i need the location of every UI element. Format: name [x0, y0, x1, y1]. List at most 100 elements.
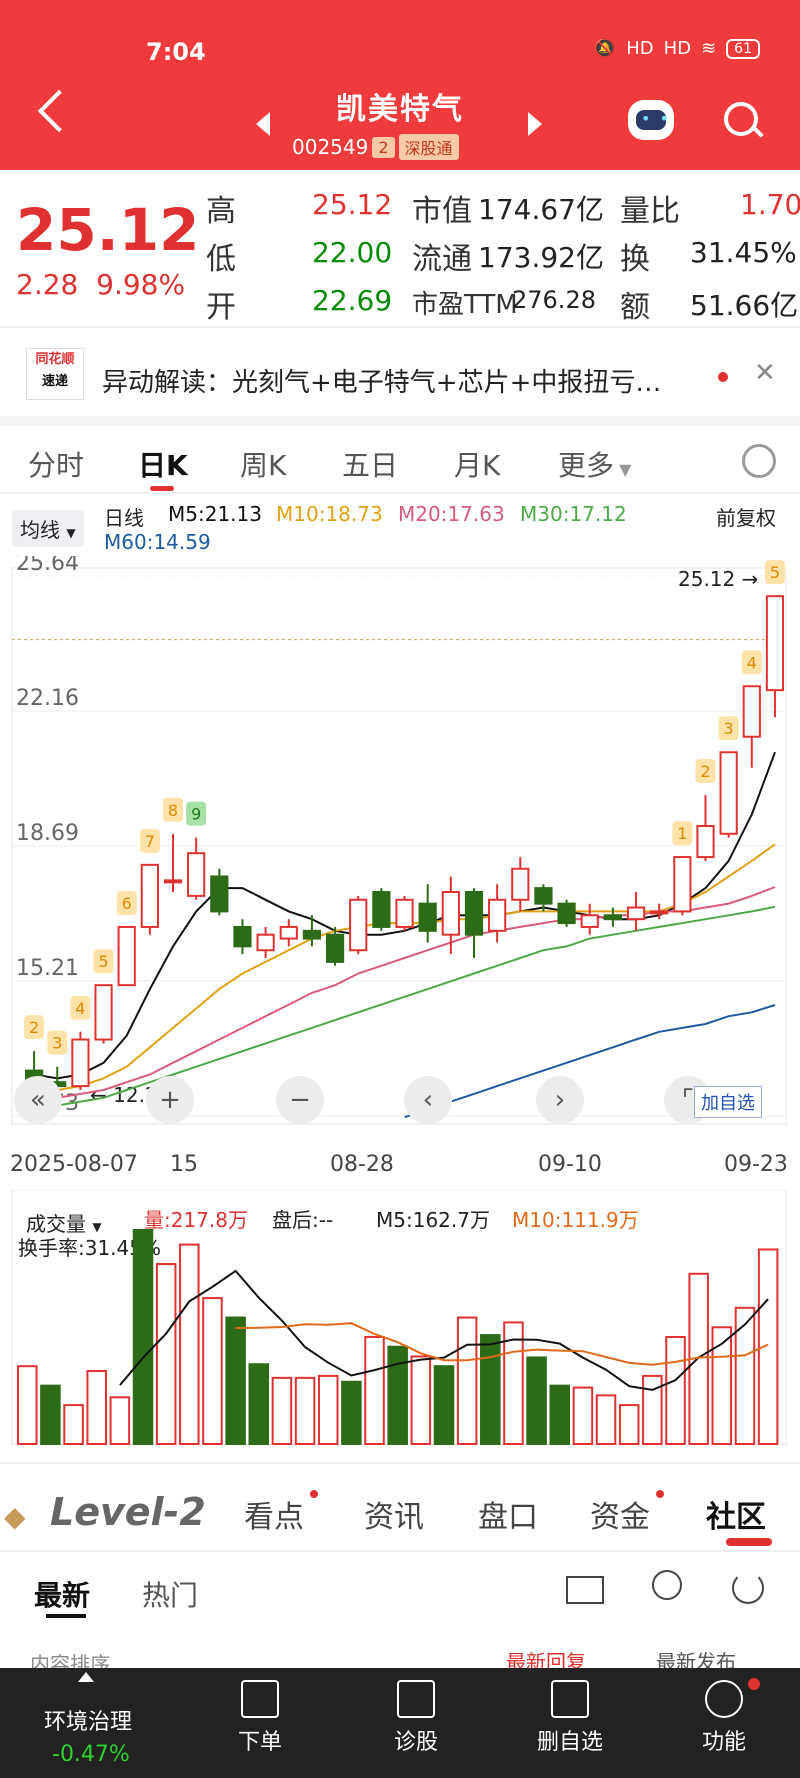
index-name[interactable]: 环境治理 — [44, 1710, 133, 1735]
signal-badge-bg — [116, 890, 137, 915]
signal-badge-label: 8 — [168, 801, 178, 820]
label-open: 开 — [206, 290, 236, 325]
next-icon[interactable]: › — [536, 1076, 584, 1124]
assistant-robot-icon[interactable] — [628, 100, 674, 140]
volume-bar — [364, 1336, 385, 1445]
prev-icon[interactable]: ‹ — [404, 1076, 452, 1124]
indicator-selector-label: 均线 — [20, 518, 60, 542]
candle — [395, 898, 414, 928]
signal-badge[interactable]: 4 — [70, 995, 91, 1020]
signal-badge[interactable]: 3 — [718, 716, 739, 741]
tab-weekly-k[interactable]: 周K — [240, 449, 287, 482]
value-pe: 276.28 — [512, 286, 596, 314]
label-pe: 市盈TTM — [412, 290, 518, 320]
mute-icon: 🔕 — [593, 38, 617, 59]
y-tick-label: 22.16 — [16, 686, 79, 711]
label-high: 高 — [206, 194, 236, 229]
expand-up-icon[interactable] — [78, 1672, 94, 1682]
x-tick-label: 09-23 — [724, 1152, 788, 1177]
last-price: 25.12 — [16, 196, 200, 264]
value-open: 22.69 — [312, 284, 393, 317]
volume-ma10: M10:111.9万 — [512, 1208, 639, 1232]
volume-bar — [63, 1404, 84, 1446]
x-tick-label: 2025-08-07 — [10, 1152, 138, 1177]
divider — [0, 1550, 800, 1552]
candle — [464, 891, 484, 936]
status-time: 7:04 — [146, 38, 206, 66]
signal-badge[interactable]: 4 — [741, 650, 762, 675]
nav-functions[interactable]: 功能 — [664, 1680, 784, 1756]
label-turnover: 换 — [620, 242, 650, 277]
x-tick-label: 08-28 — [330, 1152, 394, 1177]
nav-functions-label: 功能 — [701, 1730, 746, 1755]
next-stock-icon[interactable] — [528, 112, 542, 136]
unread-dot — [748, 1678, 760, 1690]
signal-badge[interactable]: 3 — [47, 1030, 68, 1055]
candle — [325, 933, 345, 963]
signal-badge[interactable]: 8 — [163, 797, 184, 822]
divider — [0, 326, 800, 328]
active-tab-indicator — [726, 1538, 772, 1546]
zoom-out-icon[interactable]: − — [276, 1076, 324, 1124]
nav-diagnose[interactable]: 诊股 — [356, 1680, 476, 1756]
volume-selector-label: 成交量 — [26, 1212, 86, 1236]
tab-news[interactable]: 资讯 — [364, 1500, 424, 1535]
candle — [233, 925, 252, 948]
tab-highlights[interactable]: 看点 — [244, 1500, 304, 1535]
volume-bar — [86, 1370, 107, 1445]
signal-badge-label: 3 — [52, 1034, 62, 1053]
tab-community[interactable]: 社区 — [706, 1500, 766, 1535]
nav-remove-watch[interactable]: 删自选 — [510, 1680, 630, 1756]
candle — [117, 925, 136, 987]
volume-selector[interactable]: 成交量 ▼ — [18, 1204, 110, 1241]
tab-fund-flow[interactable]: 资金 — [590, 1500, 650, 1535]
remove-watch-icon — [551, 1680, 589, 1718]
candle — [534, 887, 553, 905]
signal-badge[interactable]: 9 — [186, 801, 207, 826]
signal-badge-label: 2 — [700, 762, 710, 781]
candle — [603, 914, 622, 921]
signal-badge[interactable]: 5 — [93, 949, 114, 974]
signal-badge-label: 3 — [724, 719, 734, 738]
tab-daily-k[interactable]: 日K — [138, 449, 188, 482]
divider — [0, 416, 800, 426]
tab-hot[interactable]: 热门 — [142, 1579, 199, 1612]
tab-monthly-k[interactable]: 月K — [454, 449, 501, 482]
settings-icon[interactable] — [742, 444, 776, 478]
label-market-cap: 市值 — [412, 194, 472, 229]
adjust-mode[interactable]: 前复权 — [716, 506, 776, 530]
signal-badge[interactable]: 5 — [764, 560, 785, 585]
signal-badge[interactable]: 2 — [695, 758, 716, 783]
scroll-left-icon[interactable]: « — [14, 1076, 62, 1124]
user-icon[interactable] — [652, 1570, 682, 1600]
alert-text[interactable]: 异动解读：光刻气+电子特气+芯片+中报扭亏… — [102, 368, 662, 398]
volume-chart[interactable] — [0, 1190, 800, 1460]
signal-badge[interactable]: 7 — [139, 828, 160, 853]
tab-latest[interactable]: 最新 — [34, 1579, 91, 1612]
refresh-icon[interactable] — [732, 1572, 764, 1604]
tab-five-day[interactable]: 五日 — [342, 449, 399, 482]
signal-icon: HD — [626, 38, 654, 59]
wifi-icon: ≋ — [701, 38, 717, 59]
message-icon[interactable] — [566, 1576, 604, 1604]
candle — [765, 595, 785, 692]
nav-order-label: 下单 — [237, 1730, 282, 1755]
tab-order-book[interactable]: 盘口 — [478, 1500, 538, 1535]
zoom-in-icon[interactable]: + — [146, 1076, 194, 1124]
level2-tab[interactable]: Level-2 — [50, 1490, 206, 1534]
signal-badge[interactable]: 1 — [672, 821, 693, 846]
volume-bar — [202, 1297, 223, 1445]
value-volume-ratio: 1.70 — [740, 188, 800, 221]
signal-badge[interactable]: 2 — [24, 1015, 45, 1040]
indicator-selector[interactable]: 均线 ▼ — [12, 510, 84, 547]
prev-stock-icon[interactable] — [256, 112, 270, 136]
signal-badge[interactable]: 6 — [116, 890, 137, 915]
add-watchlist-button[interactable]: 加自选 — [694, 1086, 762, 1118]
tab-intraday[interactable]: 分时 — [28, 449, 85, 482]
search-icon[interactable] — [724, 102, 758, 136]
close-icon[interactable]: ✕ — [754, 358, 776, 388]
nav-order[interactable]: 下单 — [200, 1680, 320, 1756]
tab-more[interactable]: 更多 ▼ — [558, 444, 631, 484]
candle — [163, 879, 183, 884]
